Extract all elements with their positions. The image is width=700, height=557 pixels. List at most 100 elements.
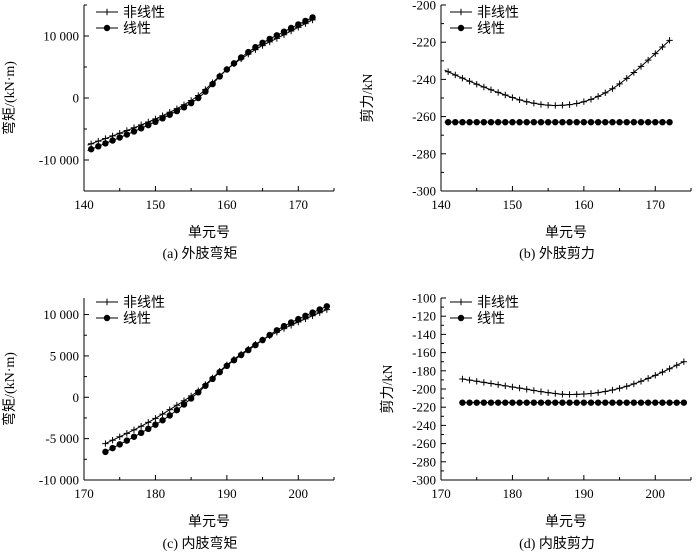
data-point <box>587 390 595 397</box>
chart-c: 170 180 190 200 -10 000 -5 000 0 5 000 10 000 单元号… <box>1 295 335 552</box>
data-point <box>537 388 545 395</box>
data-point <box>623 75 630 82</box>
data-point <box>644 56 652 64</box>
y-tick-label: -10 000 <box>39 153 79 168</box>
data-point <box>630 380 638 388</box>
chart-a: 140 150 160 170 -10 000 0 10 000 单元号 弯矩/(kN·m) (a… <box>1 4 335 262</box>
data-point <box>137 125 145 132</box>
data-point <box>473 118 480 126</box>
x-axis-label: 单元号 <box>188 225 230 241</box>
data-point <box>466 118 473 126</box>
series-nonlinear <box>87 16 316 147</box>
data-point <box>516 118 523 126</box>
data-point <box>566 399 573 406</box>
data-point <box>659 368 666 376</box>
data-point <box>552 118 559 126</box>
data-point <box>459 399 466 406</box>
data-point <box>552 102 559 109</box>
data-point <box>616 80 623 88</box>
series-line <box>105 309 328 445</box>
data-point <box>630 399 638 406</box>
data-point <box>444 68 452 75</box>
data-point <box>552 399 559 406</box>
data-point <box>544 118 552 126</box>
data-point <box>152 118 159 126</box>
legend-entry: 线性 <box>450 21 505 37</box>
y-tick-label: -10 000 <box>39 473 79 488</box>
data-point <box>473 80 480 88</box>
series-nonlinear <box>444 37 673 109</box>
x-tick-label: 180 <box>146 486 166 501</box>
data-point <box>459 118 466 126</box>
y-tick-label: -260 <box>412 109 436 124</box>
data-point <box>195 389 202 396</box>
legend-label: 线性 <box>123 311 151 327</box>
legend-dot-icon <box>103 314 111 322</box>
chart-caption: (c) 内肢弯矩 <box>162 535 237 552</box>
data-point <box>116 134 123 141</box>
data-point <box>559 102 566 109</box>
data-point <box>259 336 266 344</box>
data-point <box>145 425 152 433</box>
data-point <box>659 118 666 126</box>
data-point <box>494 381 502 388</box>
data-point <box>616 118 623 126</box>
x-tick-label: 160 <box>217 197 237 212</box>
data-point <box>145 419 152 426</box>
y-axis-label: 弯矩/(kN·m) <box>1 61 18 135</box>
y-tick-label: 0 <box>73 390 80 405</box>
y-tick-label: -5 000 <box>45 431 79 446</box>
data-point <box>516 399 523 406</box>
data-point <box>644 118 652 126</box>
data-point <box>223 362 231 370</box>
data-point <box>652 399 659 406</box>
x-tick-label: 150 <box>146 197 166 212</box>
data-point <box>530 100 538 107</box>
data-point <box>109 444 116 452</box>
legend-plus-icon <box>103 8 111 16</box>
data-point <box>223 66 231 73</box>
data-point <box>559 391 566 398</box>
x-axis-label: 单元号 <box>545 514 587 530</box>
data-point <box>195 94 202 102</box>
legend-entry: 线性 <box>450 311 505 327</box>
x-axis-label: 单元号 <box>188 514 230 530</box>
data-point <box>509 94 516 101</box>
data-point <box>602 399 609 406</box>
data-point <box>287 24 295 32</box>
data-point <box>323 303 331 310</box>
data-point <box>480 379 488 386</box>
data-point <box>680 358 688 365</box>
data-point <box>102 440 109 447</box>
chart-caption: (a) 外肢弯矩 <box>162 245 237 262</box>
data-point <box>652 118 659 126</box>
data-point <box>487 380 495 387</box>
data-point <box>516 96 523 104</box>
data-point <box>237 54 245 61</box>
data-point <box>137 429 145 437</box>
legend-label: 非线性 <box>123 295 165 311</box>
x-tick-label: 140 <box>74 197 94 212</box>
data-point <box>145 121 152 129</box>
data-point <box>502 382 509 390</box>
series-nonlinear <box>102 306 331 447</box>
data-point <box>616 385 623 392</box>
data-point <box>123 437 131 444</box>
data-point <box>216 368 223 376</box>
data-point <box>180 104 188 111</box>
data-point <box>487 118 495 126</box>
data-point <box>673 399 680 406</box>
data-point <box>295 21 302 28</box>
data-point <box>159 410 166 418</box>
data-point <box>137 423 145 430</box>
series-line <box>105 305 328 453</box>
data-point <box>594 399 602 406</box>
data-point <box>637 63 645 70</box>
x-tick-label: 190 <box>574 486 594 501</box>
y-tick-label: 10 000 <box>43 29 79 44</box>
y-axis-label: 剪力/kN <box>380 365 396 414</box>
legend-label: 线性 <box>477 21 505 37</box>
y-tick-label: -180 <box>412 363 436 378</box>
x-tick-label: 170 <box>646 197 666 212</box>
